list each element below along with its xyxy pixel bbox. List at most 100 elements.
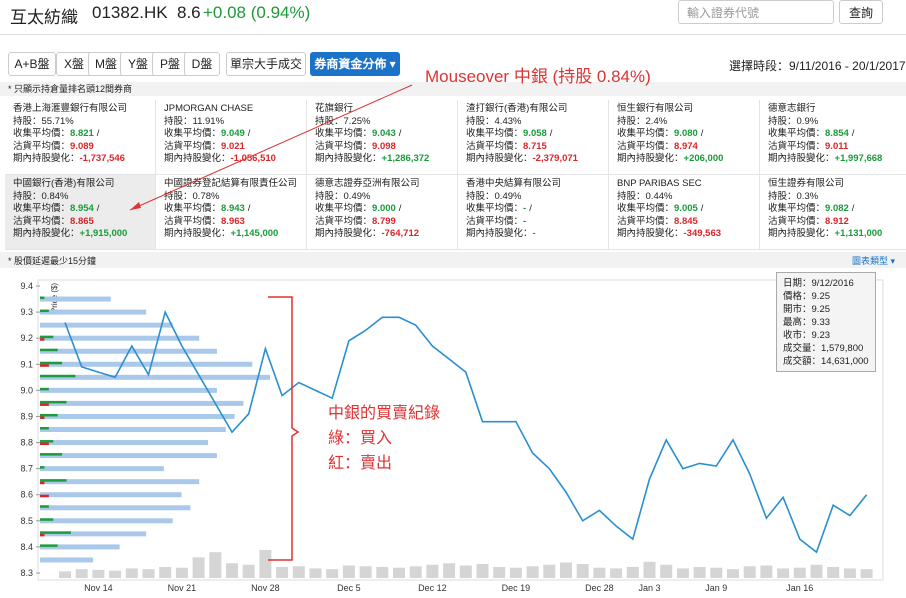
broker-cell[interactable]: 恒生銀行有限公司 持股：2.4% 收集平均價：9.080/沽貨平均價：8.974 期內…	[609, 100, 760, 175]
tooltip-label: 收市：	[783, 330, 812, 341]
field-label: 期內持股變化：	[768, 228, 835, 240]
tab[interactable]: X盤	[56, 52, 92, 76]
broker-row: 期內持股變化：+1,915,000	[13, 228, 155, 241]
x-tick-label: Dec 5	[337, 583, 361, 593]
tab[interactable]: D盤	[184, 52, 220, 76]
tooltip-label: 日期：	[783, 278, 812, 289]
tooltip-row: 成交量：1,579,800	[783, 342, 875, 355]
search-input[interactable]: 輸入證券代號	[678, 0, 834, 24]
separator: /	[96, 203, 100, 215]
field-label: 持股：	[315, 190, 344, 202]
broker-name: 恒生銀行有限公司	[617, 103, 694, 114]
volume-bar	[75, 569, 88, 578]
field-value: 2.4%	[645, 115, 668, 127]
chart: Price ($) 8.38.48.58.68.78.88.99.09.19.2…	[20, 279, 884, 593]
broker-cell[interactable]: 渣打銀行(香港)有限公司 持股：4.43% 收集平均價：9.058/沽貨平均價：8.…	[458, 100, 609, 175]
field-label: 沽貨平均價：	[768, 215, 826, 227]
broker-row: 沽貨平均價：8.963	[164, 216, 306, 229]
broker-row: 期內持股變化：+1,131,000	[768, 228, 906, 241]
broker-row: 收集平均價：9.082/	[768, 203, 906, 216]
broker-row: 沽貨平均價：8.912	[768, 216, 906, 229]
tab[interactable]: 券商資金分佈 ▾	[310, 52, 400, 76]
field-label: 期內持股變化：	[164, 153, 231, 165]
broker-cell[interactable]: 香港中央結算有限公司 持股：0.49% 收集平均價：- / 沽貨平均價：- 期內持股變化：…	[458, 175, 609, 250]
tooltip-label: 最高：	[783, 317, 812, 328]
tooltip-row: 日期：9/12/2016	[783, 277, 875, 290]
field-value: 0.78%	[192, 190, 220, 202]
field-label: 收集平均價：	[13, 203, 71, 215]
field-value: 9.098	[372, 140, 396, 152]
volume-bar	[125, 568, 138, 578]
x-tick-label: Nov 21	[168, 583, 197, 593]
field-label: 持股：	[466, 190, 495, 202]
broker-name: 香港中央結算有限公司	[466, 178, 562, 189]
field-value: 8.963	[221, 215, 245, 227]
field-label: 收集平均價：	[466, 203, 524, 215]
x-tick-label: Jan 3	[638, 583, 660, 593]
buy-bar	[40, 335, 54, 339]
y-tick-label: 8.7	[20, 464, 33, 474]
broker-cell[interactable]: BNP PARIBAS SEC 持股：0.44% 收集平均價：9.005/沽貨平均價…	[609, 175, 760, 250]
broker-name: 德意志證券亞洲有限公司	[315, 178, 420, 189]
tab[interactable]: Y盤	[120, 52, 156, 76]
field-label: 沽貨平均價：	[315, 215, 373, 227]
field-label: 持股：	[768, 190, 797, 202]
profile-bar	[40, 544, 120, 550]
broker-grid: 香港上海滙豐銀行有限公司 持股：55.71% 收集平均價：8.821/沽貨平均價：9…	[5, 100, 906, 250]
broker-row: 持股：55.71%	[13, 116, 155, 129]
field-value: 8.954	[70, 203, 94, 215]
separator: /	[398, 128, 402, 140]
note: * 股價延遲最少15分鐘	[8, 256, 97, 266]
broker-cell[interactable]: 花旗銀行 持股：7.25% 收集平均價：9.043/沽貨平均價：9.098 期內持股變…	[307, 100, 458, 175]
broker-row: 期內持股變化：+206,000	[617, 153, 759, 166]
search-button[interactable]: 查詢	[839, 0, 883, 24]
field-value: +1,915,000	[79, 228, 128, 240]
profile-bar	[40, 400, 244, 406]
broker-row: 收集平均價：8.854/	[768, 128, 906, 141]
broker-row: 持股：0.44%	[617, 191, 759, 204]
broker-cell[interactable]: 德意志證券亞洲有限公司持股：0.49% 收集平均價：9.000/沽貨平均價：8.7…	[307, 175, 458, 250]
field-value: -	[532, 228, 536, 240]
tab[interactable]: P盤	[152, 52, 188, 76]
field-value: 8.715	[523, 140, 547, 152]
chart-type[interactable]: 圖表類型 ▾	[852, 256, 896, 266]
volume-bar	[727, 569, 739, 578]
field-label: 期內持股變化：	[164, 228, 231, 240]
broker-cell[interactable]: 中國證券登記結算有限責任公司 持股：0.78% 收集平均價：8.943/沽貨平均價：…	[156, 175, 307, 250]
tooltip-row: 成交額：14,631,000	[783, 355, 875, 368]
broker-cell[interactable]: 中國銀行(香港)有限公司 持股：0.84% 收集平均價：8.954/沽貨平均價：8.…	[5, 175, 156, 250]
broker-row: 收集平均價：9.000/	[315, 203, 457, 216]
buy-bar	[40, 440, 54, 443]
volume-bar	[209, 552, 222, 578]
broker-row: 持股：0.84%	[13, 191, 155, 204]
broker-row: 收集平均價：9.058/	[466, 128, 608, 141]
broker-row: 持股：0.49%	[315, 191, 457, 204]
field-label: 持股：	[164, 115, 193, 127]
volume-bar	[159, 566, 172, 578]
tab[interactable]: 單宗大手成交	[226, 52, 306, 76]
tooltip-value: 9/12/2016	[811, 278, 854, 289]
broker-row: 期內持股變化：-1,056,510	[164, 153, 306, 166]
tab[interactable]: A+B盤	[8, 52, 56, 76]
broker-cell[interactable]: 德意志銀行 持股：0.9% 收集平均價：8.854/沽貨平均價：9.011 期內持股變…	[760, 100, 906, 175]
tab[interactable]: M盤	[88, 52, 124, 76]
field-value: 8.821	[70, 128, 94, 140]
broker-cell[interactable]: 香港上海滙豐銀行有限公司 持股：55.71% 收集平均價：8.821/沽貨平均價：9…	[5, 100, 156, 175]
volume-bar	[509, 567, 522, 578]
separator: /	[851, 128, 855, 140]
broker-cell[interactable]: JPMORGAN CHASE 持股：11.91% 收集平均價：9.049/沽貨平均價…	[156, 100, 307, 175]
broker-row: 沽貨平均價：8.799	[315, 216, 457, 229]
y-tick-label: 9.1	[20, 359, 33, 369]
broker-row: 期內持股變化：+1,997,668	[768, 153, 906, 166]
volume-bar	[576, 564, 589, 578]
tooltip-row: 開市：9.25	[783, 303, 875, 316]
volume-bar	[743, 566, 756, 578]
broker-cell[interactable]: 恒生證券有限公司 持股：0.3% 收集平均價：9.082/沽貨平均價：8.912 期內…	[760, 175, 906, 250]
broker-row: 沽貨平均價：9.011	[768, 141, 906, 154]
profile-bar	[40, 440, 209, 446]
volume-bar	[393, 567, 405, 578]
separator: /	[398, 203, 402, 215]
field-label: 沽貨平均價：	[617, 140, 675, 152]
broker-row: 沽貨平均價：8.845	[617, 216, 759, 229]
